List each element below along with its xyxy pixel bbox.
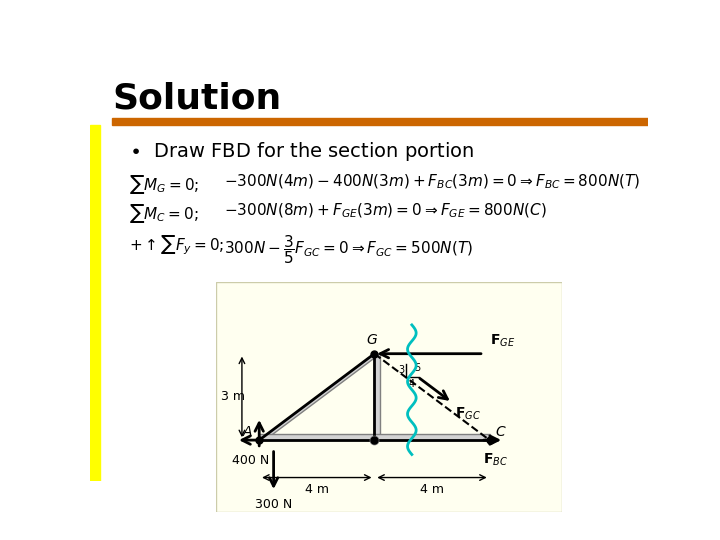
Text: A: A [243, 424, 252, 438]
Text: $\mathbf{F}_{BC}$: $\mathbf{F}_{BC}$ [483, 451, 508, 468]
Text: $\sum M_C = 0;$: $\sum M_C = 0;$ [129, 202, 199, 225]
Text: $\mathbf{F}_{GC}$: $\mathbf{F}_{GC}$ [455, 406, 481, 422]
FancyBboxPatch shape [216, 282, 562, 512]
Text: $-300N(4m) - 400N(3m) + F_{BC}(3m) = 0 \Rightarrow F_{BC} = 800N(T)$: $-300N(4m) - 400N(3m) + F_{BC}(3m) = 0 \… [224, 173, 640, 191]
Polygon shape [374, 354, 380, 440]
Text: 4 m: 4 m [305, 483, 329, 496]
Bar [90, 125, 100, 481]
Text: $\mathbf{F}_{GE}$: $\mathbf{F}_{GE}$ [490, 333, 515, 349]
Text: $+\uparrow \sum F_y = 0;$: $+\uparrow \sum F_y = 0;$ [129, 233, 225, 257]
Text: 4: 4 [409, 379, 415, 389]
Text: G: G [366, 333, 377, 347]
Text: $\sum M_G = 0;$: $\sum M_G = 0;$ [129, 173, 199, 196]
Bar [112, 118, 648, 125]
Text: $-300N(8m) + F_{GE}(3m) = 0 \Rightarrow F_{GE} = 800N(C)$: $-300N(8m) + F_{GE}(3m) = 0 \Rightarrow … [224, 202, 546, 220]
Text: Solution: Solution [112, 82, 282, 116]
Text: 300 N: 300 N [255, 498, 292, 511]
Text: 4 m: 4 m [420, 483, 444, 496]
Text: 3 m: 3 m [221, 390, 246, 403]
Polygon shape [374, 434, 490, 440]
Text: C: C [495, 424, 505, 438]
Text: 3: 3 [398, 366, 405, 375]
Polygon shape [259, 434, 374, 440]
Polygon shape [259, 354, 380, 440]
Text: 400 N: 400 N [232, 455, 269, 468]
Text: $300N - \dfrac{3}{5}F_{GC} = 0 \Rightarrow F_{GC} = 500N(T)$: $300N - \dfrac{3}{5}F_{GC} = 0 \Rightarr… [224, 233, 473, 266]
Text: 5: 5 [414, 362, 420, 373]
Text: $\bullet$  Draw FBD for the section portion: $\bullet$ Draw FBD for the section porti… [129, 140, 474, 163]
